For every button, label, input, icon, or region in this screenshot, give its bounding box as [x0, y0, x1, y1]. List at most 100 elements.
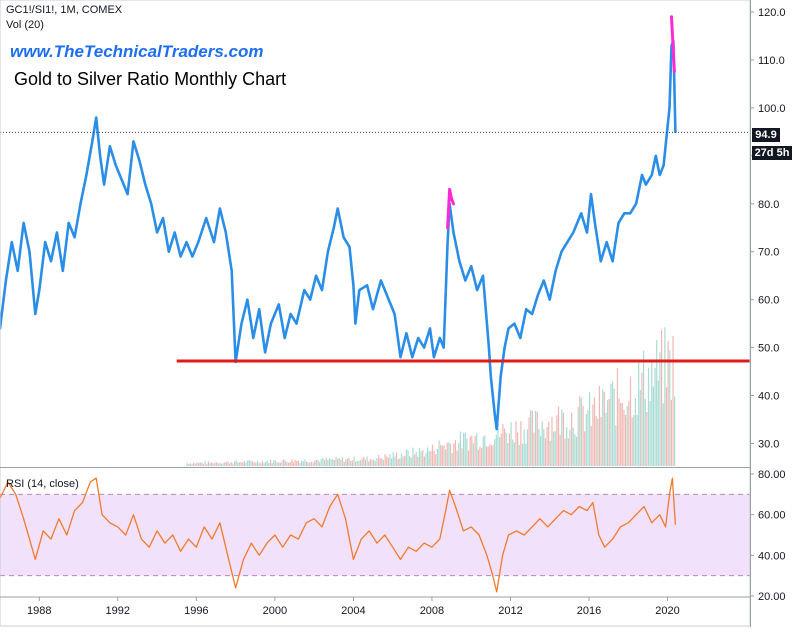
time-tick-label: 2008	[420, 605, 444, 617]
volume-bar	[206, 463, 208, 466]
volume-bar	[652, 386, 655, 466]
volume-bar	[368, 461, 370, 466]
volume-bar	[523, 429, 525, 466]
volume-bar	[276, 462, 278, 466]
volume-bar	[659, 352, 661, 466]
volume-bar	[436, 448, 439, 466]
volume-bar	[554, 431, 556, 466]
volume-bar	[508, 433, 511, 466]
time-tick-label: 2016	[577, 605, 601, 617]
volume-bar	[569, 429, 571, 466]
volume-bar	[507, 443, 509, 466]
volume-bar	[224, 462, 226, 466]
volume-bar	[664, 327, 666, 466]
volume-bar	[512, 439, 514, 466]
volume-bar	[273, 460, 275, 466]
volume-bar	[263, 463, 265, 466]
volume-bar	[373, 459, 375, 466]
volume-bar	[644, 399, 646, 466]
chart-title: Gold to Silver Ratio Monthly Chart	[14, 69, 287, 89]
volume-bar	[525, 443, 527, 466]
rsi-tick-label: 60.00	[758, 510, 786, 522]
volume-bar	[656, 340, 658, 466]
volume-bar	[355, 461, 357, 466]
volume-bar	[471, 435, 473, 466]
volume-bar	[544, 438, 547, 466]
volume-bar	[625, 414, 627, 466]
volume-bar	[561, 409, 563, 466]
countdown-badge: 27d 5h	[752, 146, 792, 160]
volume-bar	[225, 461, 227, 466]
volume-bar	[287, 462, 290, 466]
volume-bar	[592, 404, 594, 466]
volume-bar	[425, 452, 427, 466]
volume-bar	[449, 443, 452, 466]
time-tick-label: 2012	[498, 605, 522, 617]
volume-bar	[227, 461, 229, 466]
volume-bar	[341, 457, 344, 466]
volume-bar	[535, 410, 537, 466]
volume-bar	[481, 448, 483, 466]
volume-bar	[631, 417, 633, 466]
volume-bar	[646, 411, 648, 466]
volume-bar	[577, 407, 579, 466]
volume-bar	[526, 429, 529, 466]
volume-bar	[608, 399, 610, 466]
volume-bar	[438, 440, 440, 466]
volume-bar	[623, 409, 625, 466]
volume-bar	[410, 457, 412, 466]
volume-bar	[643, 350, 645, 466]
volume-bar	[467, 450, 470, 466]
volume-bar	[459, 431, 461, 466]
volume-bar	[314, 460, 316, 466]
volume-bar	[230, 462, 232, 466]
volume-bar	[413, 454, 416, 466]
volume-bar	[595, 415, 597, 466]
volume-bar	[636, 414, 638, 466]
volume-bar	[536, 411, 538, 466]
volume-bar	[579, 396, 581, 466]
volume-bar	[479, 446, 481, 466]
volume-bar	[397, 458, 399, 466]
volume-bar	[304, 459, 306, 466]
volume-bar	[204, 461, 206, 466]
volume-bar	[484, 435, 486, 466]
volume-bar	[379, 458, 381, 466]
volume-bar	[672, 335, 674, 466]
volume-bar	[256, 460, 259, 466]
volume-bar	[412, 447, 414, 466]
volume-bar	[485, 446, 488, 466]
volume-bar	[518, 444, 520, 466]
volume-bar	[309, 462, 311, 466]
volume-bar	[538, 428, 540, 466]
volume-bar	[222, 463, 224, 466]
volume-bar	[490, 445, 493, 466]
volume-bar	[317, 459, 319, 466]
volume-bar	[305, 461, 308, 466]
volume-bar	[662, 403, 664, 466]
rsi-line	[0, 477, 677, 593]
volume-bar	[602, 389, 604, 466]
volume-bar	[235, 460, 237, 466]
volume-bar	[510, 421, 512, 466]
volume-bar	[464, 432, 466, 466]
volume-bar	[266, 460, 268, 466]
volume-bar	[584, 431, 586, 466]
volume-bar	[505, 432, 507, 466]
volume-bar	[404, 455, 406, 466]
volume-bar	[446, 442, 448, 466]
volume-bar	[248, 460, 250, 466]
volume-bar	[499, 437, 501, 466]
volume-bar	[364, 459, 367, 466]
time-tick-label: 1988	[27, 605, 51, 617]
volume-bar	[674, 396, 676, 466]
volume-bar	[641, 372, 643, 466]
volume-bar	[366, 456, 368, 466]
volume-bar	[494, 439, 496, 466]
last-price-badge: 94.9	[752, 128, 780, 142]
volume-bar	[392, 452, 394, 466]
volume-bar	[212, 463, 214, 466]
volume-bar	[629, 376, 632, 466]
volume-bar	[274, 460, 277, 466]
